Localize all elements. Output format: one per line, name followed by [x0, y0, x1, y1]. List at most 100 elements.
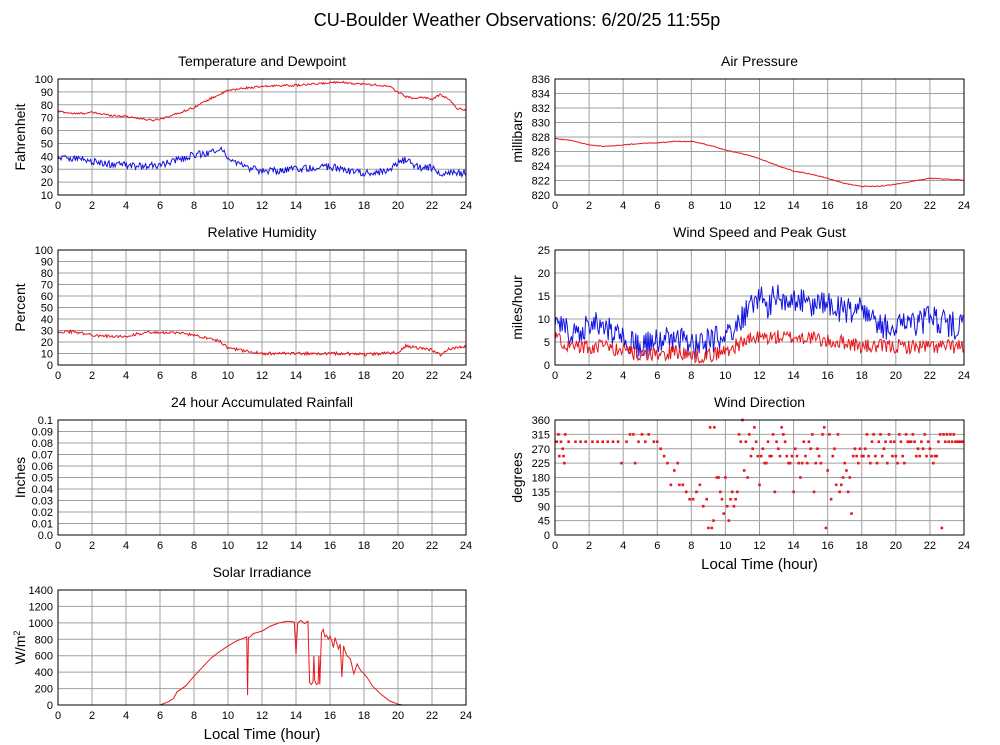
data-point	[678, 483, 681, 487]
y-tick-label: 60	[41, 126, 53, 138]
data-point	[681, 483, 685, 487]
data-point	[952, 433, 956, 436]
x-tick-label: 4	[123, 200, 129, 212]
x-tick-label: 24	[460, 200, 472, 212]
data-point	[736, 490, 739, 494]
y-tick-label: 832	[532, 103, 550, 115]
x-tick-label: 4	[123, 370, 129, 382]
x-tick-label: 6	[157, 540, 163, 552]
data-point	[655, 440, 659, 444]
x-tick-label: 6	[157, 370, 163, 382]
data-point	[783, 440, 787, 444]
x-tick-label: 10	[719, 540, 731, 552]
data-point	[632, 433, 635, 436]
data-point	[807, 440, 811, 444]
data-point	[855, 454, 858, 458]
y-tick-label: 0.0	[38, 530, 53, 542]
data-point	[880, 454, 884, 458]
x-tick-label: 16	[822, 200, 834, 212]
y-tick-label: 90	[41, 87, 53, 99]
x-tick-label: 18	[856, 200, 868, 212]
data-point	[770, 454, 773, 458]
data-point	[913, 440, 916, 444]
data-point	[850, 512, 853, 515]
y-tick-label: 0	[544, 530, 550, 542]
data-point	[584, 440, 587, 444]
x-tick-label: 8	[191, 370, 197, 382]
data-point	[896, 461, 899, 465]
x-tick-label: 2	[586, 540, 592, 552]
y-tick-label: 0.05	[32, 473, 53, 485]
x-tick-label: 2	[89, 200, 95, 212]
data-point	[710, 526, 714, 530]
y-tick-label: 15	[538, 291, 550, 303]
chart-title: Relative Humidity	[208, 224, 317, 240]
x-tick-label: 10	[719, 200, 731, 212]
x-tick-label: 8	[688, 200, 694, 212]
y-tick-label: 315	[532, 429, 550, 441]
data-point	[945, 433, 949, 436]
data-point	[884, 440, 887, 444]
data-point	[734, 497, 737, 501]
data-point	[812, 490, 816, 494]
data-point	[676, 461, 679, 465]
data-point	[633, 461, 637, 465]
data-point	[746, 476, 749, 479]
x-tick-label: 0	[552, 540, 558, 552]
y-tick-label: 360	[532, 415, 550, 427]
data-point	[831, 454, 835, 458]
data-point	[949, 433, 952, 436]
y-axis-label: miles/hour	[509, 275, 525, 340]
y-tick-label: 90	[538, 501, 550, 513]
data-point	[778, 454, 782, 458]
y-tick-label: 20	[538, 268, 550, 280]
y-tick-label: 0.01	[32, 519, 53, 531]
x-tick-label: 22	[924, 370, 936, 382]
data-point	[724, 476, 727, 479]
x-tick-label: 10	[222, 710, 234, 722]
chart-title: Solar Irradiance	[213, 564, 312, 580]
y-tick-label: 10	[41, 190, 53, 202]
x-tick-label: 6	[654, 200, 660, 212]
data-point	[947, 440, 950, 444]
data-point	[802, 440, 806, 444]
data-point	[771, 433, 775, 436]
y-axis-label-superscript: 2	[12, 631, 22, 636]
x-tick-label: 22	[426, 200, 438, 212]
x-tick-label: 18	[358, 710, 370, 722]
data-point	[923, 433, 927, 436]
data-point	[761, 447, 765, 451]
data-point	[652, 440, 656, 444]
data-point	[821, 433, 824, 436]
data-point	[785, 454, 789, 458]
x-tick-label: 6	[157, 710, 163, 722]
data-point	[695, 490, 698, 494]
data-point	[872, 433, 875, 436]
data-point	[707, 526, 710, 530]
data-point	[955, 440, 959, 444]
y-tick-label: 834	[532, 89, 550, 101]
data-point	[894, 454, 898, 458]
y-tick-label: 50	[41, 138, 53, 150]
data-point	[795, 454, 799, 458]
data-point	[759, 454, 763, 458]
y-tick-label: 1400	[29, 585, 53, 597]
y-tick-label: 0.07	[32, 450, 53, 462]
x-tick-label: 6	[654, 540, 660, 552]
x-tick-label: 24	[958, 200, 970, 212]
x-tick-label: 16	[324, 200, 336, 212]
chart-title: Air Pressure	[721, 53, 798, 69]
series-line	[554, 137, 965, 188]
x-tick-label: 24	[460, 540, 472, 552]
data-point	[596, 440, 599, 444]
data-point	[616, 440, 620, 444]
data-point	[836, 433, 840, 436]
data-point	[765, 461, 768, 465]
data-point	[960, 440, 964, 444]
x-tick-label: 8	[191, 540, 197, 552]
data-point	[799, 476, 802, 479]
y-tick-label: 1000	[29, 618, 53, 630]
